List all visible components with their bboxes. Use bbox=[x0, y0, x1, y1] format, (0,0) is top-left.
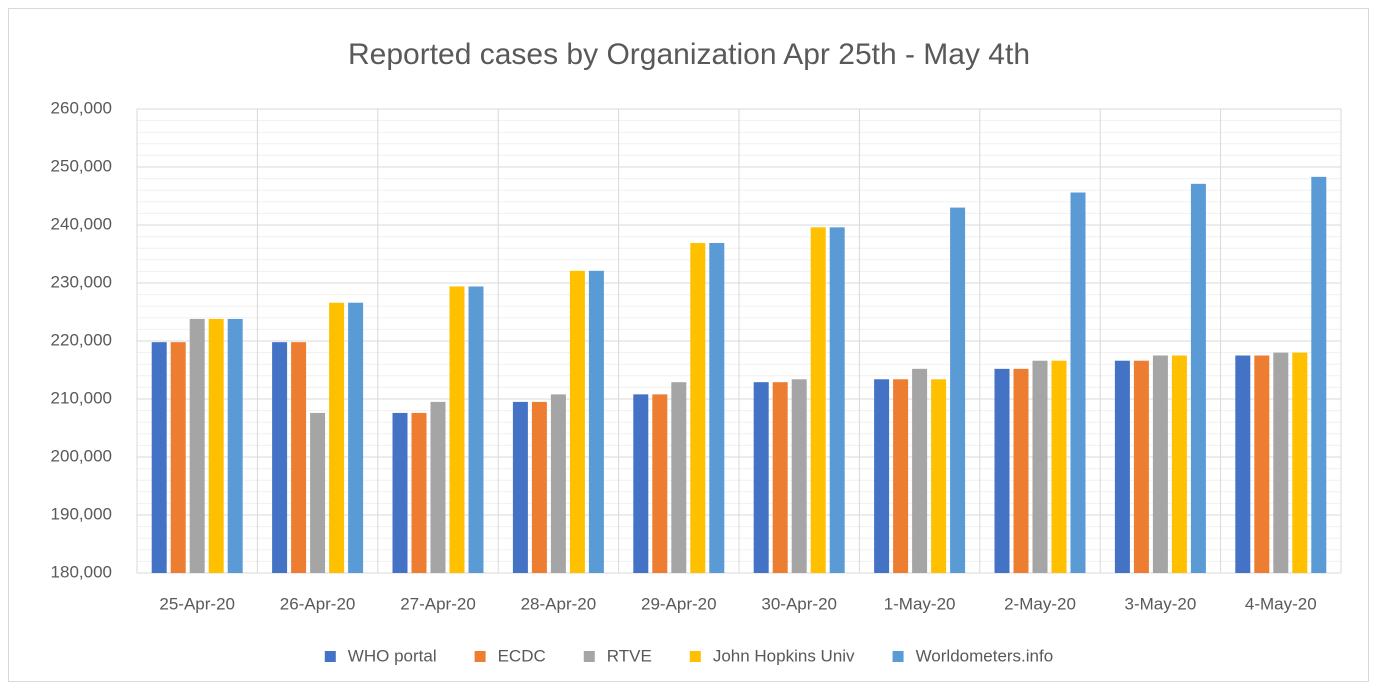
bar bbox=[1013, 368, 1029, 573]
bar bbox=[1254, 355, 1270, 573]
legend-label: RTVE bbox=[607, 646, 652, 665]
bar bbox=[411, 412, 427, 573]
legend-swatch bbox=[689, 651, 701, 662]
bar bbox=[652, 394, 668, 573]
legend-swatch bbox=[892, 651, 904, 662]
y-tick-label: 240,000 bbox=[51, 214, 112, 233]
bar bbox=[1032, 360, 1048, 573]
bar bbox=[1292, 352, 1308, 573]
bar bbox=[753, 382, 769, 573]
y-tick-label: 190,000 bbox=[51, 504, 112, 523]
x-tick-label: 26-Apr-20 bbox=[280, 594, 356, 613]
bar bbox=[208, 318, 224, 573]
x-tick-label: 27-Apr-20 bbox=[400, 594, 476, 613]
bar bbox=[1311, 176, 1327, 574]
bar bbox=[931, 379, 947, 573]
bar bbox=[291, 342, 307, 573]
bar bbox=[690, 242, 706, 574]
bar bbox=[633, 394, 649, 573]
bar bbox=[772, 382, 788, 573]
legend-swatch bbox=[324, 651, 336, 662]
bar bbox=[1171, 355, 1187, 573]
y-tick-label: 230,000 bbox=[51, 272, 112, 291]
legend-label: WHO portal bbox=[348, 646, 437, 665]
x-tick-label: 30-Apr-20 bbox=[761, 594, 837, 613]
x-tick-label: 2-May-20 bbox=[1004, 594, 1076, 613]
bar bbox=[310, 412, 326, 573]
y-tick-label: 210,000 bbox=[51, 388, 112, 407]
y-tick-label: 220,000 bbox=[51, 330, 112, 349]
bar bbox=[1070, 192, 1086, 573]
legend-swatch bbox=[474, 651, 486, 662]
legend-label: ECDC bbox=[498, 646, 546, 665]
legend-label: John Hopkins Univ bbox=[713, 646, 855, 665]
bar bbox=[1114, 360, 1130, 573]
y-tick-label: 260,000 bbox=[51, 98, 112, 117]
bar bbox=[1273, 352, 1289, 573]
bar bbox=[829, 227, 845, 573]
y-tick-label: 250,000 bbox=[51, 156, 112, 175]
x-tick-label: 28-Apr-20 bbox=[521, 594, 597, 613]
y-tick-label: 200,000 bbox=[51, 446, 112, 465]
bar bbox=[709, 242, 725, 574]
bar bbox=[1133, 360, 1149, 573]
chart-title: Reported cases by Organization Apr 25th … bbox=[348, 38, 1030, 71]
bar bbox=[671, 382, 687, 573]
bar bbox=[791, 379, 807, 573]
bar bbox=[588, 270, 604, 573]
bar bbox=[348, 302, 364, 573]
x-tick-label: 1-May-20 bbox=[884, 594, 956, 613]
bar bbox=[151, 342, 167, 573]
bar bbox=[912, 368, 928, 573]
x-tick-label: 25-Apr-20 bbox=[159, 594, 235, 613]
bar bbox=[227, 318, 243, 573]
bar bbox=[874, 379, 890, 573]
bar bbox=[430, 401, 446, 573]
bar bbox=[950, 207, 966, 573]
bar bbox=[994, 368, 1010, 573]
bar bbox=[1152, 355, 1168, 573]
bar bbox=[893, 379, 909, 573]
bar bbox=[189, 318, 205, 573]
x-tick-label: 3-May-20 bbox=[1124, 594, 1196, 613]
bar bbox=[449, 286, 465, 573]
bar bbox=[272, 342, 288, 573]
bar bbox=[550, 394, 566, 573]
bar bbox=[531, 401, 547, 573]
y-tick-label: 180,000 bbox=[51, 562, 112, 581]
bar bbox=[392, 412, 408, 573]
bar bbox=[1051, 360, 1067, 573]
legend-swatch bbox=[583, 651, 595, 662]
x-tick-label: 29-Apr-20 bbox=[641, 594, 717, 613]
bar bbox=[810, 227, 826, 573]
bar bbox=[1235, 355, 1251, 573]
bar bbox=[170, 342, 186, 573]
bar bbox=[329, 302, 345, 573]
bar bbox=[1190, 183, 1206, 573]
bar bbox=[512, 401, 528, 573]
x-tick-label: 4-May-20 bbox=[1245, 594, 1317, 613]
bar bbox=[468, 286, 484, 573]
bar bbox=[569, 270, 585, 573]
legend-label: Worldometers.info bbox=[916, 646, 1054, 665]
